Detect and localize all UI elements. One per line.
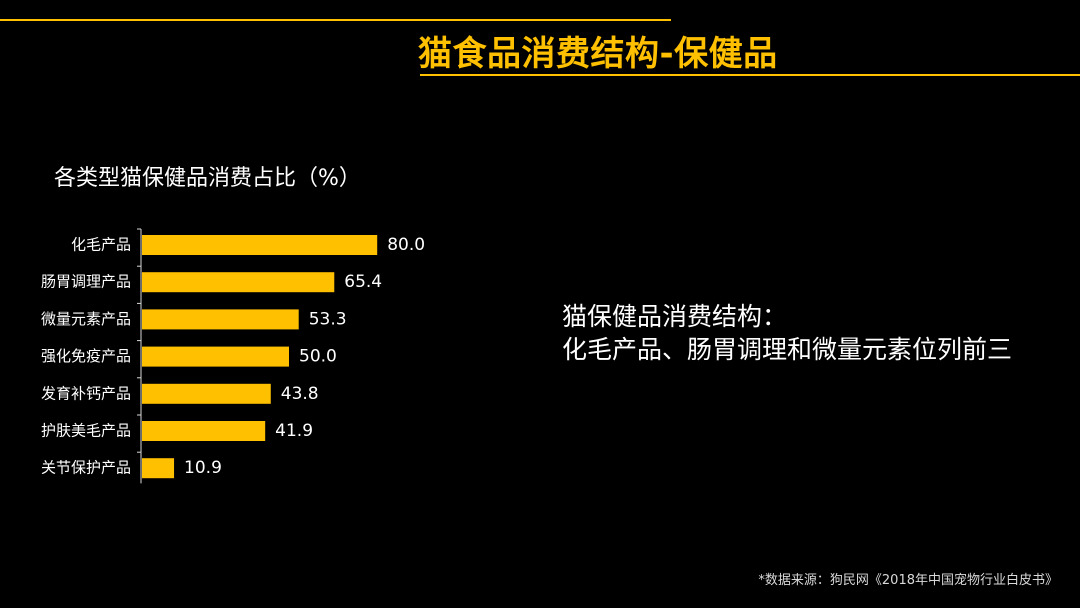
bar [142, 383, 271, 404]
slide-title: 猫食品消费结构-保健品 [418, 34, 778, 74]
bar [142, 346, 289, 367]
bar [142, 235, 378, 255]
top-accent-line [0, 19, 671, 21]
insight-line-2: 化毛产品、肠胃调理和微量元素位列前三 [562, 335, 1013, 364]
data-label: 53.3 [309, 309, 347, 329]
bar [142, 272, 335, 293]
category-label: 护肤美毛产品 [41, 422, 131, 440]
data-label: 10.9 [184, 458, 222, 478]
insight-line-1: 猫保健品消费结构： [562, 302, 788, 331]
data-source-note: *数据来源：狗民网《2018年中国宠物行业白皮书》 [758, 573, 1058, 588]
category-label: 化毛产品 [71, 236, 131, 254]
bar-chart: 化毛产品 80.0 肠胃调理产品 65.4 微量元素产品 53.3 强化免疫产品 50.0 发育… [41, 228, 425, 484]
bar [142, 421, 266, 441]
category-label: 强化免疫产品 [41, 347, 131, 365]
data-label: 50.0 [299, 347, 337, 367]
category-label: 肠胃调理产品 [41, 273, 131, 291]
chart-title: 各类型猫保健品消费占比（%） [54, 166, 361, 191]
insight-text: 猫保健品消费结构： 化毛产品、肠胃调理和微量元素位列前三 [562, 300, 1012, 366]
title-underline [420, 74, 1080, 76]
bar [142, 309, 299, 330]
data-label: 65.4 [344, 272, 382, 292]
category-label: 发育补钙产品 [41, 384, 131, 402]
data-label: 41.9 [275, 421, 313, 441]
bar [142, 458, 175, 479]
category-label: 微量元素产品 [41, 310, 131, 328]
data-label: 43.8 [281, 384, 319, 404]
data-label: 80.0 [387, 235, 425, 255]
category-label: 关节保护产品 [41, 459, 131, 477]
